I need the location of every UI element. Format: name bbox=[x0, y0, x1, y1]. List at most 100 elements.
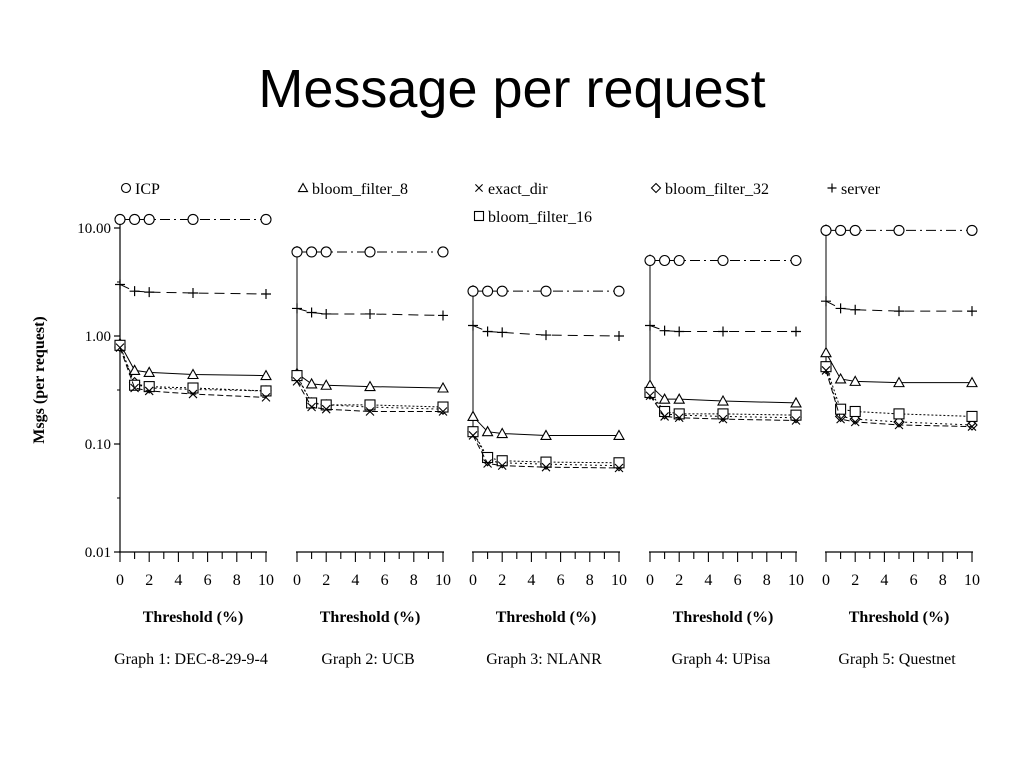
data-point-server bbox=[115, 279, 125, 290]
series-line-exact_dir bbox=[296, 381, 443, 412]
data-point-server bbox=[967, 306, 977, 317]
panel-caption: Graph 3: NLANR bbox=[486, 651, 602, 668]
legend-label: bloom_filter_16 bbox=[488, 209, 592, 226]
data-point-exact_dir bbox=[967, 422, 977, 431]
data-point-bloom_filter_16 bbox=[496, 455, 508, 467]
panel-caption: Graph 1: DEC-8-29-9-4 bbox=[114, 651, 268, 668]
data-point-exact_dir bbox=[718, 414, 728, 424]
y-axis-label: Msgs (per request) bbox=[31, 316, 48, 443]
data-point-ICP bbox=[820, 224, 832, 236]
data-point-bloom_filter_16 bbox=[613, 457, 625, 469]
x-axis-label: Threshold (%) bbox=[143, 609, 244, 626]
data-point-exact_dir bbox=[130, 383, 139, 393]
data-point-bloom_filter_16 bbox=[437, 401, 449, 413]
data-point-bloom_filter_8 bbox=[673, 393, 686, 404]
data-point-exact_dir bbox=[850, 417, 860, 427]
data-point-server bbox=[541, 330, 551, 341]
data-point-bloom_filter_8 bbox=[790, 396, 802, 408]
x-tick-label: 6 bbox=[381, 572, 389, 589]
series-line-bloom_filter_16 bbox=[825, 366, 973, 417]
x-tick-label: 6 bbox=[204, 572, 212, 589]
series-line-server bbox=[119, 284, 267, 295]
y-tick-label: 0.01 bbox=[85, 545, 111, 561]
data-point-server bbox=[292, 303, 302, 314]
data-point-exact_dir bbox=[821, 366, 831, 375]
data-point-bloom_filter_8 bbox=[849, 375, 862, 386]
data-point-bloom_filter_16 bbox=[467, 426, 479, 438]
panel-1: 0 2 4 6 8 10 Threshold (%) Graph 1: DEC-8-29-9-… bbox=[114, 213, 274, 668]
data-point-bloom_filter_32 bbox=[893, 416, 905, 428]
x-tick-label: 0 bbox=[822, 572, 830, 589]
legend-entry-exact_dir: exact_dir bbox=[475, 181, 548, 198]
data-point-ICP bbox=[790, 254, 802, 267]
legend-label: server bbox=[841, 181, 881, 198]
series-line-server bbox=[825, 300, 972, 312]
x-tick-label: 8 bbox=[763, 572, 771, 589]
data-point-ICP bbox=[613, 285, 625, 297]
x-tick-label: 10 bbox=[435, 572, 451, 589]
x-tick-label: 8 bbox=[939, 572, 947, 589]
y-tick-label: 0.10 bbox=[85, 437, 111, 453]
data-point-server bbox=[144, 287, 155, 298]
data-point-server bbox=[821, 296, 831, 307]
data-point-exact_dir bbox=[660, 412, 669, 421]
x-tick-label: 8 bbox=[410, 572, 418, 589]
panel-3: 0 2 4 6 8 10 Threshold (%) Graph 3: NLANR bbox=[467, 285, 627, 668]
data-point-ICP bbox=[673, 254, 685, 267]
x-tick-label: 6 bbox=[910, 572, 918, 589]
x-tick-label: 0 bbox=[116, 572, 124, 589]
data-point-ICP bbox=[644, 254, 656, 267]
data-point-exact_dir bbox=[674, 413, 684, 423]
data-point-exact_dir bbox=[497, 461, 507, 471]
data-point-ICP bbox=[540, 285, 552, 297]
data-point-bloom_filter_8 bbox=[820, 346, 832, 358]
data-point-ICP bbox=[364, 246, 376, 258]
x-tick-label: 10 bbox=[788, 572, 804, 589]
data-point-ICP bbox=[467, 285, 479, 297]
panel-caption: Graph 2: UCB bbox=[321, 651, 414, 668]
x-tick-label: 2 bbox=[145, 572, 153, 589]
data-point-bloom_filter_8 bbox=[187, 368, 199, 380]
data-point-exact_dir bbox=[365, 407, 375, 416]
data-point-bloom_filter_16 bbox=[849, 405, 861, 418]
panel-4: 0 2 4 6 8 10 Threshold (%) Graph 4: UPisa bbox=[644, 254, 804, 668]
x-tick-label: 4 bbox=[527, 572, 535, 589]
data-point-ICP bbox=[835, 224, 847, 236]
y-tick-label: 10.00 bbox=[77, 221, 111, 237]
data-point-bloom_filter_8 bbox=[717, 394, 729, 406]
data-point-server bbox=[321, 308, 332, 319]
data-point-bloom_filter_8 bbox=[834, 372, 847, 384]
circle-marker-icon bbox=[120, 182, 132, 194]
x-tick-label: 4 bbox=[704, 572, 712, 589]
x-axis-label: Threshold (%) bbox=[496, 609, 597, 626]
panel-caption: Graph 4: UPisa bbox=[672, 651, 771, 668]
data-point-bloom_filter_8 bbox=[364, 380, 376, 392]
x-axis-label: Threshold (%) bbox=[673, 609, 774, 626]
data-point-ICP bbox=[320, 246, 332, 258]
data-point-bloom_filter_16 bbox=[364, 399, 376, 411]
data-point-bloom_filter_8 bbox=[320, 379, 333, 390]
data-point-exact_dir bbox=[483, 459, 492, 468]
x-tick-label: 2 bbox=[675, 572, 683, 589]
data-point-ICP bbox=[437, 246, 449, 258]
x-tick-label: 10 bbox=[611, 572, 627, 589]
legend-entry-bloom_filter_16: bloom_filter_16 bbox=[473, 209, 592, 226]
legend-label: exact_dir bbox=[488, 181, 548, 198]
panel-caption: Graph 5: Questnet bbox=[838, 651, 956, 668]
data-point-bloom_filter_16 bbox=[291, 370, 303, 382]
data-point-bloom_filter_8 bbox=[128, 364, 141, 375]
data-point-server bbox=[894, 306, 904, 317]
data-point-bloom_filter_16 bbox=[835, 403, 847, 415]
data-point-exact_dir bbox=[438, 407, 448, 416]
data-point-server bbox=[365, 308, 375, 319]
x-tick-label: 10 bbox=[964, 572, 980, 589]
data-point-server bbox=[835, 303, 846, 314]
data-point-server bbox=[645, 320, 655, 331]
legend-entry-bloom_filter_8: bloom_filter_8 bbox=[297, 181, 408, 198]
data-point-ICP bbox=[143, 213, 155, 225]
data-point-ICP bbox=[482, 285, 494, 297]
data-point-ICP bbox=[496, 285, 508, 297]
data-point-server bbox=[659, 325, 670, 336]
data-point-bloom_filter_8 bbox=[893, 376, 905, 388]
